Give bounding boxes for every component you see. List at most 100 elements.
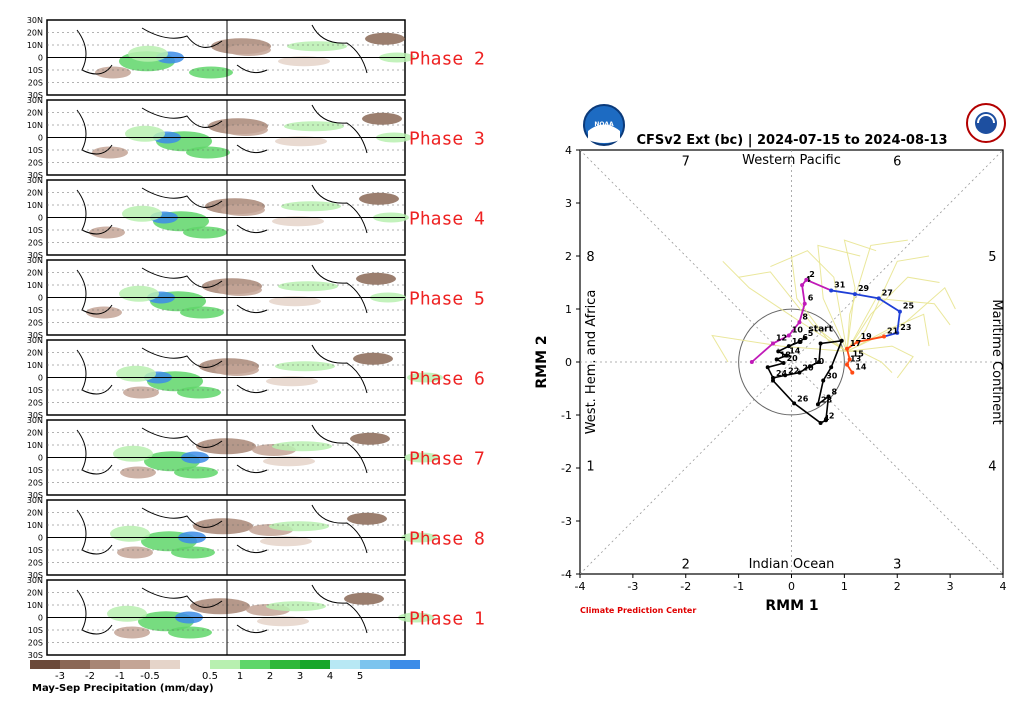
latitude-tick-label: 0 [38,534,43,543]
forecast-day-label: 23 [900,323,911,332]
x-tick-label: -1 [733,580,744,593]
observed-point [774,357,779,362]
forecast-mean-point [852,292,857,297]
precip-anomaly-area [95,66,131,79]
precip-anomaly-area [344,592,384,605]
forecast-mean-point [897,309,902,314]
forecast-day-label: 25 [903,302,915,311]
observed-day-label: 20 [787,354,799,363]
observed-point [765,365,770,370]
forecast-mean-segment [751,342,774,363]
precip-anomaly-area [359,192,399,205]
observed-day-label: 18 [780,350,792,359]
region-label-top: Western Pacific [742,153,841,168]
forecast-mean-segment [896,311,901,333]
ensemble-member-line [847,350,893,373]
latitude-tick-label: 20N [27,109,43,118]
forecast-day-label: 6 [808,294,814,303]
precip-anomaly-area [171,546,215,559]
latitude-tick-label: 0 [38,134,43,143]
forecast-day-label: 2 [809,270,815,279]
latitude-tick-label: 10N [27,121,43,130]
forecast-day-label: 29 [858,284,870,293]
forecast-mean-segment [788,321,801,337]
phase-label: Phase 2 [409,49,485,70]
latitude-tick-label: 30N [27,336,43,345]
precip-anomaly-area [266,376,318,387]
colorbar-tick-label: -0.5 [140,671,160,682]
y-tick-label: -1 [561,409,572,422]
unit-amplitude-circle [738,308,845,416]
latitude-tick-label: 0 [38,214,43,223]
phase-label: Phase 8 [409,529,485,550]
observed-day-label: 14 [789,347,801,356]
observed-point [786,344,791,349]
latitude-tick-label: 20S [28,79,43,88]
forecast-mean-point [770,341,775,346]
phase-label: Phase 4 [409,209,485,230]
latitude-tick-label: 30N [27,496,43,505]
precip-anomaly-area [284,121,344,132]
precip-anomaly-area [362,112,402,125]
latitude-tick-label: 30S [28,171,43,180]
colorbar-swatch [390,660,420,669]
colorbar-swatch [90,660,120,669]
colorbar-tick-label: 1 [237,671,243,682]
precip-anomaly-area [356,272,396,285]
precip-anomaly-area [174,466,218,479]
precip-anomaly-area [407,372,443,383]
latitude-tick-label: 10N [27,521,43,530]
colorbar-swatch [180,660,210,669]
colorbar-swatch [150,660,180,669]
latitude-tick-label: 20N [27,429,43,438]
latitude-tick-label: 0 [38,454,43,463]
phase-number-label: 5 [988,250,996,265]
ensemble-member-line [791,255,848,352]
observed-point [829,365,834,370]
latitude-tick-label: 10N [27,201,43,210]
latitude-tick-label: 30N [27,176,43,185]
precip-anomaly-area [263,456,315,467]
precip-anomaly-area [113,445,153,462]
precip-anomaly-area [193,518,253,535]
ensemble-member-line [738,271,848,352]
colorbar-tick-label: -1 [115,671,125,682]
forecast-mean-point [829,288,834,293]
latitude-tick-label: 30S [28,571,43,580]
latitude-tick-label: 30S [28,251,43,260]
latitude-tick-label: 30N [27,16,43,25]
credit-label: Climate Prediction Center [580,606,696,615]
latitude-tick-label: 10S [28,226,43,235]
colorbar-swatch [60,660,90,669]
y-tick-label: -4 [561,568,572,581]
phase-number-label: 8 [586,250,594,265]
latitude-tick-label: 20N [27,589,43,598]
observed-point [823,418,828,423]
x-tick-label: 1 [841,580,848,593]
x-tick-label: -3 [627,580,638,593]
precip-anomaly-area [281,201,341,212]
colorbar-tick-label: 3 [297,671,303,682]
x-tick-label: 3 [947,580,954,593]
precip-anomaly-area [275,361,335,372]
region-label-bottom: Indian Ocean [749,557,835,572]
forecast-mean-point [845,362,850,367]
forecast-mean-point [876,296,881,301]
observed-point [802,336,807,341]
start-label: start [808,324,833,334]
forecast-mean-segment [805,279,832,292]
precip-anomaly-area [119,285,159,302]
x-tick-label: 2 [894,580,901,593]
chart-title: CFSv2 Ext (bc) | 2024-07-15 to 2024-08-1… [636,133,947,148]
forecast-day-label: 13 [850,355,861,364]
precip-anomaly-area [110,525,150,542]
precip-anomaly-area [227,44,271,56]
observed-day-label: 28 [821,395,833,404]
forecast-mean-segment [854,293,879,300]
precipitation-composite-panels: 30N 20N 10N 0 10S 20S 30S Phase 2 30N 20N 10N 0 10S 2… [27,16,485,660]
x-tick-label: -4 [575,580,586,593]
forecast-day-label: 10 [792,326,804,335]
forecast-mean-point [804,277,809,282]
